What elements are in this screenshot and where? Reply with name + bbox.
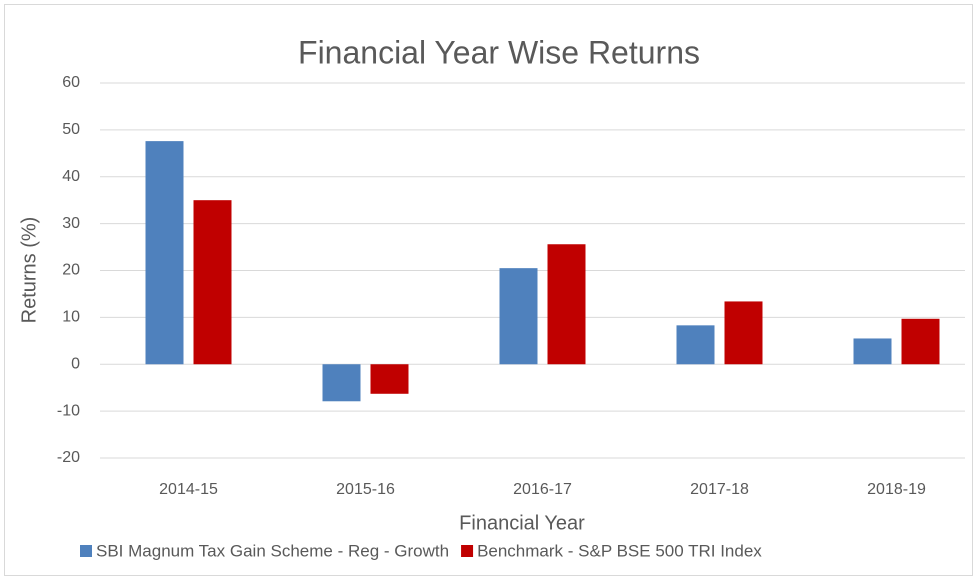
legend-swatch xyxy=(80,545,92,557)
x-tick-label: 2017-18 xyxy=(690,481,749,498)
bar xyxy=(499,268,538,365)
x-tick-label: 2015-16 xyxy=(336,481,395,498)
x-tick-label: 2018-19 xyxy=(867,481,926,498)
legend-label: Benchmark - S&P BSE 500 TRI Index xyxy=(477,541,762,560)
legend-label: SBI Magnum Tax Gain Scheme - Reg - Growt… xyxy=(96,541,449,560)
y-tick-label: 50 xyxy=(62,121,80,138)
x-axis-label: Financial Year xyxy=(459,512,585,534)
y-tick-label: 30 xyxy=(62,215,80,232)
x-tick-label: 2014-15 xyxy=(159,481,218,498)
y-axis-label: Returns (%) xyxy=(18,217,40,324)
bar xyxy=(724,301,763,365)
y-tick-label: 60 xyxy=(62,74,80,91)
bar xyxy=(901,318,940,365)
bar xyxy=(370,364,409,394)
bar xyxy=(145,141,184,365)
bar xyxy=(853,338,892,365)
y-tick-label: 0 xyxy=(71,355,80,372)
chart-title: Financial Year Wise Returns xyxy=(298,34,700,70)
bar xyxy=(676,325,715,365)
y-tick-label: -10 xyxy=(57,402,80,419)
x-tick-label: 2016-17 xyxy=(513,481,572,498)
bar xyxy=(547,244,586,365)
bar xyxy=(322,364,361,402)
bar xyxy=(193,200,232,365)
y-tick-label: -20 xyxy=(57,449,80,466)
y-tick-label: 40 xyxy=(62,168,80,185)
y-tick-label: 10 xyxy=(62,309,80,326)
legend-swatch xyxy=(461,545,474,557)
y-tick-label: 20 xyxy=(62,262,80,279)
